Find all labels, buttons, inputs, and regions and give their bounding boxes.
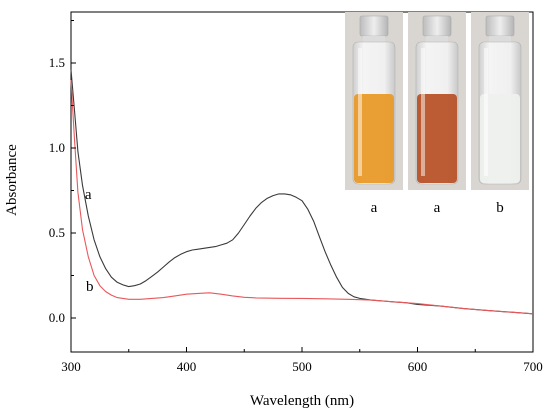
vial-label: a bbox=[434, 200, 441, 216]
x-tick-label: 700 bbox=[523, 359, 543, 374]
vial-neck bbox=[489, 36, 511, 44]
curve-annotations: ab bbox=[85, 187, 94, 295]
series-line-a bbox=[70, 69, 534, 315]
series-line-b bbox=[70, 79, 534, 315]
vial-neck bbox=[426, 36, 448, 44]
vial-cap bbox=[359, 15, 389, 37]
series-layer bbox=[70, 69, 534, 315]
x-tick-label: 600 bbox=[408, 359, 428, 374]
y-axis-title: Absorbance bbox=[4, 144, 20, 216]
vial-neck bbox=[363, 36, 385, 44]
x-tick-label: 300 bbox=[61, 359, 81, 374]
y-tick-label: 1.0 bbox=[49, 140, 65, 155]
vial-cap bbox=[422, 15, 452, 37]
vial-highlight bbox=[421, 48, 425, 176]
x-axis-title: Wavelength (nm) bbox=[250, 393, 354, 409]
y-tick-label: 0.0 bbox=[49, 310, 65, 325]
curve-label-a: a bbox=[85, 187, 92, 203]
y-axis-ticks: 0.0 0.5 1.0 1.5 bbox=[49, 20, 76, 325]
y-tick-label: 1.5 bbox=[49, 55, 65, 70]
vial-panel: a bbox=[408, 12, 466, 216]
vial-liquid bbox=[354, 94, 394, 183]
vial-highlight bbox=[358, 48, 362, 176]
vial-highlight bbox=[484, 48, 488, 176]
y-tick-label: 0.5 bbox=[49, 225, 65, 240]
vial-label: a bbox=[371, 200, 378, 216]
vial-panel: b bbox=[471, 12, 529, 216]
x-tick-label: 400 bbox=[177, 359, 197, 374]
curve-label-b: b bbox=[86, 279, 94, 295]
x-axis-ticks: 300 400 500 600 700 bbox=[61, 347, 543, 374]
vial-liquid bbox=[480, 94, 520, 183]
vial-label: b bbox=[496, 200, 504, 216]
vial-cap bbox=[485, 15, 515, 37]
vial-panel: a bbox=[345, 12, 403, 216]
vial-liquid bbox=[417, 94, 457, 183]
x-tick-label: 500 bbox=[292, 359, 312, 374]
